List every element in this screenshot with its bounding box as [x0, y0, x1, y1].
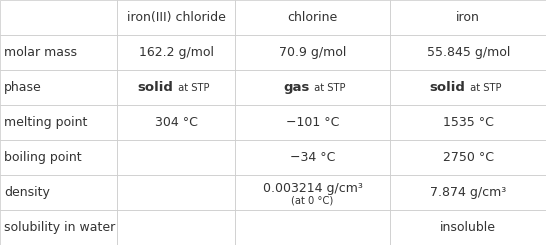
Text: 0.003214 g/cm³: 0.003214 g/cm³: [263, 182, 363, 195]
Bar: [390, 175, 546, 210]
Bar: [390, 140, 546, 175]
Text: iron: iron: [456, 11, 480, 24]
Text: solid: solid: [138, 81, 174, 94]
Text: phase: phase: [4, 81, 42, 94]
Text: solid: solid: [430, 81, 465, 94]
Text: 1535 °C: 1535 °C: [443, 116, 494, 129]
Text: 7.874 g/cm³: 7.874 g/cm³: [430, 186, 506, 199]
Text: boiling point: boiling point: [4, 151, 82, 164]
Bar: [235, 70, 390, 105]
Text: at STP: at STP: [175, 83, 210, 93]
Bar: [117, 105, 235, 140]
Text: chlorine: chlorine: [287, 11, 338, 24]
Text: iron(III) chloride: iron(III) chloride: [127, 11, 225, 24]
Text: melting point: melting point: [4, 116, 88, 129]
Text: 2750 °C: 2750 °C: [443, 151, 494, 164]
Text: 304 °C: 304 °C: [155, 116, 198, 129]
Text: −34 °C: −34 °C: [290, 151, 335, 164]
Bar: [235, 175, 390, 210]
Text: molar mass: molar mass: [4, 46, 78, 59]
Bar: [390, 210, 546, 245]
Text: insoluble: insoluble: [440, 221, 496, 234]
Bar: [117, 0, 235, 35]
Text: gas: gas: [283, 81, 310, 94]
Bar: [235, 210, 390, 245]
Bar: [117, 210, 235, 245]
Text: 55.845 g/mol: 55.845 g/mol: [426, 46, 510, 59]
Text: (at 0 °C): (at 0 °C): [292, 195, 334, 205]
Bar: [235, 140, 390, 175]
Bar: [0, 70, 117, 105]
Bar: [117, 175, 235, 210]
Text: at STP: at STP: [311, 83, 346, 93]
Bar: [117, 35, 235, 70]
Bar: [0, 175, 117, 210]
Text: 162.2 g/mol: 162.2 g/mol: [139, 46, 213, 59]
Text: at STP: at STP: [467, 83, 502, 93]
Bar: [0, 35, 117, 70]
Bar: [235, 35, 390, 70]
Bar: [390, 0, 546, 35]
Bar: [235, 105, 390, 140]
Text: −101 °C: −101 °C: [286, 116, 339, 129]
Bar: [235, 0, 390, 35]
Bar: [117, 140, 235, 175]
Bar: [117, 70, 235, 105]
Bar: [0, 210, 117, 245]
Text: solubility in water: solubility in water: [4, 221, 116, 234]
Text: density: density: [4, 186, 50, 199]
Bar: [0, 105, 117, 140]
Bar: [390, 35, 546, 70]
Bar: [0, 0, 117, 35]
Bar: [390, 70, 546, 105]
Text: 70.9 g/mol: 70.9 g/mol: [279, 46, 346, 59]
Bar: [0, 140, 117, 175]
Bar: [390, 105, 546, 140]
